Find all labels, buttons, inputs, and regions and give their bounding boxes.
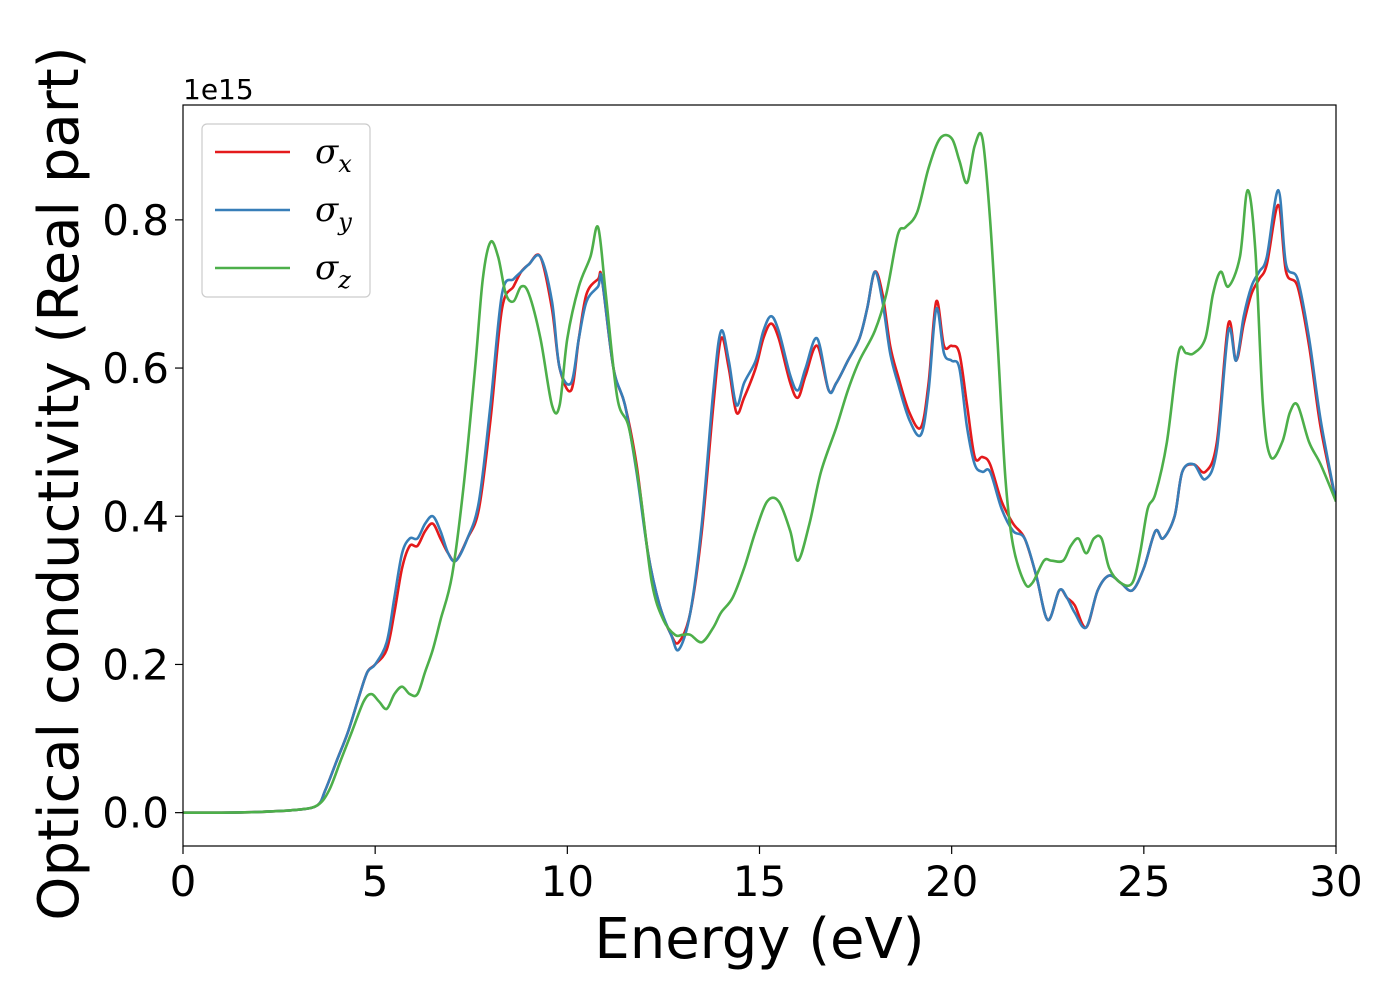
x-tick-label: 30: [1309, 857, 1362, 906]
x-tick-label: 15: [733, 857, 786, 906]
y-tick-label: 0.0: [102, 789, 169, 838]
y-tick-label: 0.6: [102, 344, 169, 393]
y-tick-label: 0.2: [102, 640, 169, 689]
legend-label-y: σy: [315, 190, 352, 236]
y-tick-label: 0.4: [102, 492, 169, 541]
x-tick-label: 5: [362, 857, 389, 906]
x-tick-label: 10: [541, 857, 594, 906]
x-axis-label: Energy (eV): [594, 907, 924, 972]
x-tick-label: 0: [170, 857, 197, 906]
legend-label-x: σx: [315, 132, 352, 178]
legend: σx σy σz: [201, 123, 371, 298]
legend-label-z: σz: [315, 248, 351, 294]
series-line-y: [183, 188, 1336, 815]
x-tick-label: 20: [925, 857, 978, 906]
x-tick-label: 25: [1117, 857, 1170, 906]
series-line-z: [183, 131, 1336, 815]
ticks-layer: 0 5 10 15 20 25 30 0.0 0.2 0.4 0.6 0.8: [102, 196, 1363, 906]
y-axis-label: Optical conductivity (Real part): [27, 46, 92, 920]
series-layer: [183, 131, 1336, 815]
y-tick-label: 0.8: [102, 196, 169, 245]
y-offset-label: 1e15: [183, 73, 254, 106]
